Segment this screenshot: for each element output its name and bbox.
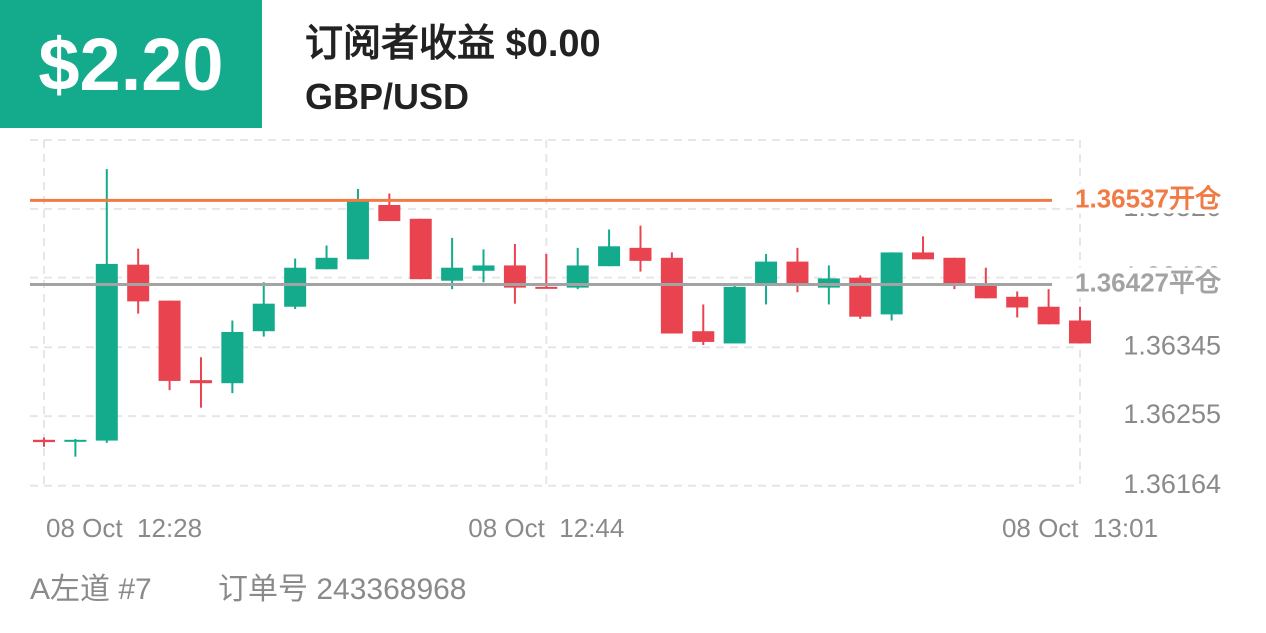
candle-body — [284, 267, 307, 307]
candle-body — [95, 263, 118, 441]
y-tick-label: 1.36345 — [1123, 330, 1221, 360]
candle-body — [252, 303, 275, 332]
candle-body — [974, 285, 997, 299]
candle-body — [849, 277, 872, 317]
x-tick-label: 08 Oct 12:28 — [46, 513, 202, 543]
candle-body — [660, 257, 683, 334]
candle-body — [472, 265, 495, 271]
price-line-label: 1.36427平仓 — [1075, 267, 1222, 297]
x-tick-label: 08 Oct 12:44 — [468, 513, 624, 543]
symbol: GBP/USD — [305, 76, 470, 117]
y-tick-label: 1.36164 — [1123, 469, 1221, 499]
candle-body — [346, 201, 369, 260]
y-tick-label: 1.36255 — [1123, 399, 1221, 429]
candle-body — [189, 380, 212, 384]
order-number: 订单号 243368968 — [218, 573, 467, 606]
profit-badge: $2.20 — [0, 0, 262, 128]
candle-body — [441, 267, 464, 281]
candle-body — [817, 278, 840, 288]
candle-body — [723, 286, 746, 344]
price-line-label: 1.36537开仓 — [1075, 183, 1222, 213]
candle-body — [64, 439, 87, 442]
candle-body — [378, 205, 401, 222]
price-line-label-bg — [1073, 183, 1224, 214]
candle-body — [158, 300, 181, 381]
candle-body — [127, 264, 150, 302]
candle-body — [629, 247, 652, 261]
candle-body — [33, 439, 55, 443]
candle-body — [692, 331, 715, 342]
candle-body — [1006, 296, 1029, 308]
x-tick-label: 08 Oct 13:01 — [1002, 513, 1158, 543]
price-line-label-bg — [1073, 267, 1224, 298]
candle-body — [221, 331, 244, 384]
candle-body — [315, 257, 338, 270]
candle-body — [755, 261, 778, 285]
candle-body — [912, 252, 935, 260]
candle-body — [598, 246, 621, 267]
candle-body — [1037, 306, 1060, 325]
account: A左道 #7 — [30, 573, 152, 606]
candle-body — [1069, 320, 1091, 344]
candle-body — [786, 261, 809, 285]
title: 订阅者收益 $0.00 — [305, 23, 601, 65]
candle-body — [503, 265, 526, 288]
candle-body — [943, 257, 966, 286]
candle-body — [409, 218, 432, 280]
candle-body — [535, 286, 558, 289]
candle-body — [566, 265, 589, 288]
